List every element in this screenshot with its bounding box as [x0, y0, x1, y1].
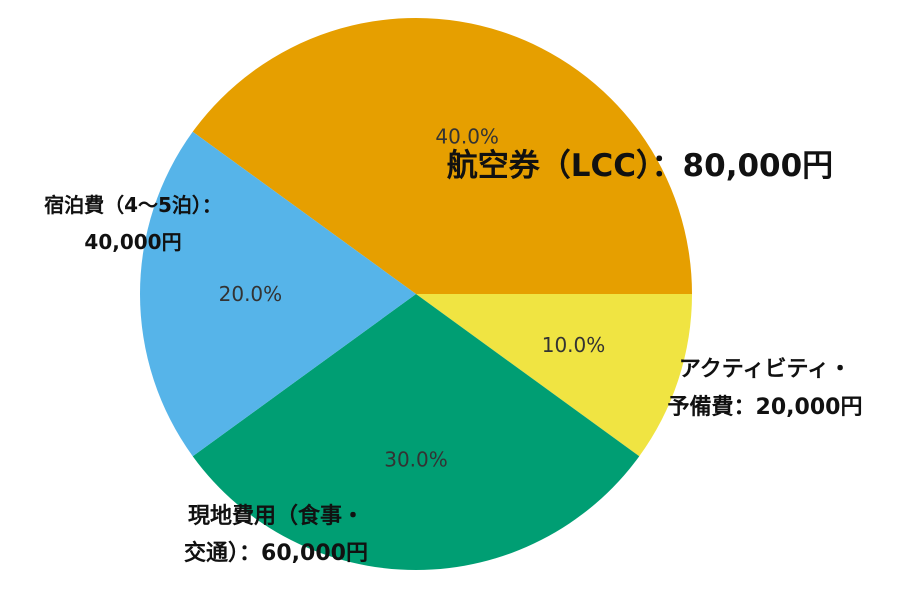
slice-category-label: アクティビティ・ [679, 357, 851, 382]
pie-slices [140, 17, 692, 571]
pie-slice [416, 294, 692, 457]
slice-category-label: 40,000円 [84, 230, 181, 254]
slice-category-label: 予備費：20,000円 [668, 394, 863, 420]
slice-category-label: 宿泊費（4〜5泊）： [44, 193, 222, 217]
slice-percent-label: 40.0% [435, 125, 499, 149]
slice-percent-label: 10.0% [542, 333, 606, 357]
percent-labels: 40.0% 10.0% 30.0% 20.0% [219, 125, 606, 472]
pie-slice [192, 17, 692, 294]
slice-category-label: 交通）：60,000円 [184, 540, 368, 566]
slice-percent-label: 30.0% [384, 448, 448, 472]
slice-percent-label: 20.0% [219, 282, 283, 306]
slice-category-label: 航空券（LCC）：80,000円 [447, 148, 833, 184]
slice-labels: 航空券（LCC）：80,000円アクティビティ・予備費：20,000円現地費用（… [44, 148, 862, 566]
pie-slice [140, 131, 416, 457]
pie-slice [192, 294, 640, 571]
slice-category-label: 現地費用（食事・ [188, 503, 364, 529]
